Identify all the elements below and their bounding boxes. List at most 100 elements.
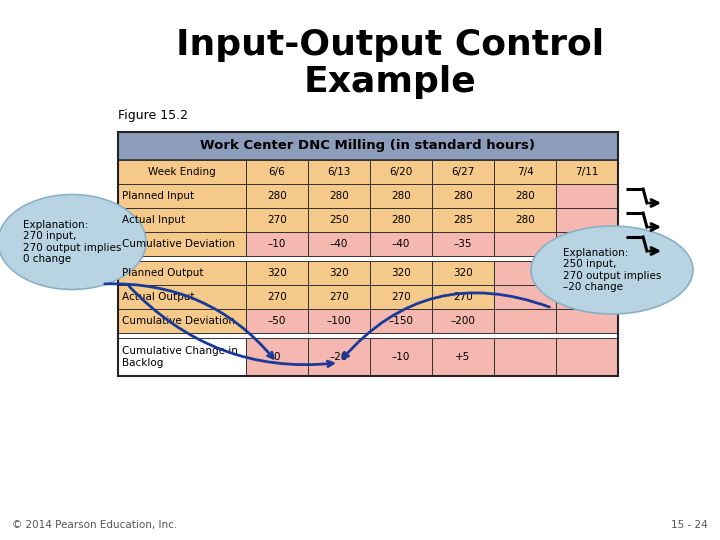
Text: +5: +5 bbox=[455, 352, 471, 362]
FancyBboxPatch shape bbox=[246, 285, 308, 309]
FancyBboxPatch shape bbox=[494, 208, 556, 232]
FancyBboxPatch shape bbox=[118, 208, 246, 232]
FancyBboxPatch shape bbox=[556, 208, 618, 232]
Text: 6/6: 6/6 bbox=[269, 167, 285, 177]
FancyBboxPatch shape bbox=[494, 309, 556, 333]
Text: 270: 270 bbox=[453, 292, 473, 302]
Text: Explanation:
250 input,
270 output implies
–20 change: Explanation: 250 input, 270 output impli… bbox=[563, 248, 661, 292]
FancyBboxPatch shape bbox=[432, 285, 494, 309]
Text: 6/13: 6/13 bbox=[328, 167, 351, 177]
FancyBboxPatch shape bbox=[118, 184, 246, 208]
Text: 320: 320 bbox=[267, 268, 287, 278]
FancyBboxPatch shape bbox=[308, 285, 370, 309]
FancyBboxPatch shape bbox=[246, 208, 308, 232]
Text: 270: 270 bbox=[267, 215, 287, 225]
FancyBboxPatch shape bbox=[308, 208, 370, 232]
FancyBboxPatch shape bbox=[118, 261, 246, 285]
FancyBboxPatch shape bbox=[370, 338, 432, 376]
FancyBboxPatch shape bbox=[370, 184, 432, 208]
Text: 280: 280 bbox=[329, 191, 349, 201]
Text: 320: 320 bbox=[391, 268, 411, 278]
Text: Week Ending: Week Ending bbox=[148, 167, 216, 177]
Text: 280: 280 bbox=[267, 191, 287, 201]
Text: Actual Input: Actual Input bbox=[122, 215, 185, 225]
FancyBboxPatch shape bbox=[494, 232, 556, 256]
FancyBboxPatch shape bbox=[432, 261, 494, 285]
Text: 280: 280 bbox=[453, 191, 473, 201]
Text: 280: 280 bbox=[391, 191, 411, 201]
Text: Explanation:
270 input,
270 output implies
0 change: Explanation: 270 input, 270 output impli… bbox=[23, 220, 121, 265]
FancyBboxPatch shape bbox=[118, 338, 246, 376]
FancyBboxPatch shape bbox=[308, 309, 370, 333]
Ellipse shape bbox=[0, 194, 146, 289]
Text: 7/4: 7/4 bbox=[517, 167, 534, 177]
Text: 280: 280 bbox=[391, 215, 411, 225]
Text: –10: –10 bbox=[392, 352, 410, 362]
Text: Example: Example bbox=[304, 65, 477, 99]
Text: –200: –200 bbox=[451, 316, 475, 326]
FancyBboxPatch shape bbox=[370, 261, 432, 285]
FancyBboxPatch shape bbox=[370, 232, 432, 256]
FancyBboxPatch shape bbox=[246, 338, 308, 376]
FancyBboxPatch shape bbox=[370, 160, 432, 184]
FancyBboxPatch shape bbox=[556, 309, 618, 333]
Text: Actual Output: Actual Output bbox=[122, 292, 194, 302]
Text: 270: 270 bbox=[267, 292, 287, 302]
FancyBboxPatch shape bbox=[370, 285, 432, 309]
FancyBboxPatch shape bbox=[432, 160, 494, 184]
FancyBboxPatch shape bbox=[118, 309, 246, 333]
FancyBboxPatch shape bbox=[246, 309, 308, 333]
Text: 7/11: 7/11 bbox=[575, 167, 599, 177]
Text: –35: –35 bbox=[454, 239, 472, 249]
Ellipse shape bbox=[531, 226, 693, 314]
FancyBboxPatch shape bbox=[556, 160, 618, 184]
Text: Cumulative Deviation: Cumulative Deviation bbox=[122, 316, 235, 326]
FancyBboxPatch shape bbox=[432, 184, 494, 208]
Text: 280: 280 bbox=[515, 191, 535, 201]
FancyBboxPatch shape bbox=[118, 232, 246, 256]
Text: –150: –150 bbox=[389, 316, 413, 326]
Text: Work Center DNC Milling (in standard hours): Work Center DNC Milling (in standard hou… bbox=[200, 139, 536, 152]
FancyBboxPatch shape bbox=[556, 232, 618, 256]
Text: 285: 285 bbox=[453, 215, 473, 225]
Text: 270: 270 bbox=[391, 292, 411, 302]
FancyBboxPatch shape bbox=[494, 338, 556, 376]
FancyBboxPatch shape bbox=[308, 160, 370, 184]
Text: 320: 320 bbox=[453, 268, 473, 278]
FancyBboxPatch shape bbox=[246, 184, 308, 208]
Text: 6/20: 6/20 bbox=[390, 167, 413, 177]
FancyBboxPatch shape bbox=[432, 232, 494, 256]
FancyBboxPatch shape bbox=[432, 338, 494, 376]
FancyBboxPatch shape bbox=[246, 160, 308, 184]
FancyBboxPatch shape bbox=[308, 184, 370, 208]
Text: Input-Output Control: Input-Output Control bbox=[176, 28, 604, 62]
FancyBboxPatch shape bbox=[494, 160, 556, 184]
Text: Figure 15.2: Figure 15.2 bbox=[118, 109, 188, 122]
Text: 270: 270 bbox=[329, 292, 349, 302]
FancyBboxPatch shape bbox=[556, 285, 618, 309]
Text: 6/27: 6/27 bbox=[451, 167, 474, 177]
Text: –100: –100 bbox=[327, 316, 351, 326]
FancyBboxPatch shape bbox=[556, 261, 618, 285]
Text: Planned Input: Planned Input bbox=[122, 191, 194, 201]
Text: –50: –50 bbox=[268, 316, 286, 326]
FancyBboxPatch shape bbox=[118, 132, 618, 160]
FancyBboxPatch shape bbox=[370, 309, 432, 333]
FancyBboxPatch shape bbox=[556, 184, 618, 208]
Text: 0: 0 bbox=[274, 352, 280, 362]
Text: 15 - 24: 15 - 24 bbox=[671, 520, 708, 530]
FancyBboxPatch shape bbox=[494, 184, 556, 208]
FancyBboxPatch shape bbox=[556, 338, 618, 376]
FancyBboxPatch shape bbox=[494, 285, 556, 309]
Text: 280: 280 bbox=[515, 215, 535, 225]
Text: 320: 320 bbox=[329, 268, 349, 278]
FancyBboxPatch shape bbox=[432, 309, 494, 333]
Text: 250: 250 bbox=[329, 215, 349, 225]
FancyBboxPatch shape bbox=[246, 261, 308, 285]
Text: Planned Output: Planned Output bbox=[122, 268, 204, 278]
Text: –40: –40 bbox=[392, 239, 410, 249]
Text: Cumulative Change in
Backlog: Cumulative Change in Backlog bbox=[122, 346, 238, 368]
FancyBboxPatch shape bbox=[246, 232, 308, 256]
FancyBboxPatch shape bbox=[494, 261, 556, 285]
Text: –20: –20 bbox=[330, 352, 348, 362]
